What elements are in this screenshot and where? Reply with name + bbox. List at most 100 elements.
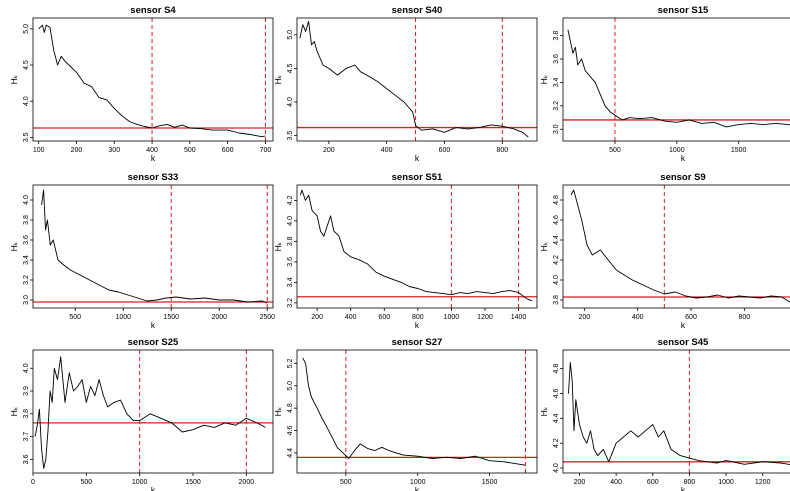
y-tick-label: 4.0 (553, 275, 560, 285)
y-axis-label: Hₖ (539, 74, 549, 84)
x-tick-label: 500 (80, 479, 92, 486)
plot-frame (32, 17, 274, 142)
y-tick-label: 4.0 (23, 363, 30, 373)
y-tick-label: 4.8 (553, 195, 560, 205)
y-tick-label: 4.2 (553, 255, 560, 265)
x-tick-label: 800 (684, 479, 696, 486)
y-tick-label: 3.0 (23, 295, 30, 305)
y-tick-label: 4.6 (553, 389, 560, 399)
y-axis-label: Hₖ (9, 74, 19, 84)
x-axis-label: k (151, 320, 156, 330)
x-axis-label: k (415, 153, 420, 163)
chart-title: sensor S4 (130, 5, 176, 16)
plot-frame (562, 349, 790, 474)
x-tick-label: 600 (378, 314, 390, 321)
y-tick-label: 3.7 (23, 432, 30, 442)
x-tick-label: 500 (340, 479, 352, 486)
series-line (299, 189, 533, 302)
x-tick-label: 500 (184, 147, 196, 154)
series-line (567, 29, 790, 128)
x-axis-label: k (681, 153, 686, 163)
y-tick-label: 5.0 (23, 24, 30, 34)
chart-title: sensor S33 (128, 172, 179, 183)
y-tick-label: 3.6 (23, 454, 30, 464)
chart-panel-9: sensor S452004006008001000120014004.04.2… (539, 337, 790, 491)
x-tick-label: 200 (578, 314, 590, 321)
x-axis-label: k (681, 485, 686, 491)
y-tick-label: 3.4 (553, 77, 560, 87)
plot-frame (296, 349, 538, 474)
x-tick-label: 1500 (482, 479, 498, 486)
x-tick-label: 0 (31, 479, 35, 486)
x-axis-label: k (151, 485, 156, 491)
x-tick-label: 400 (632, 314, 644, 321)
y-tick-label: 4.0 (553, 463, 560, 473)
x-tick-label: 2000 (239, 479, 255, 486)
y-tick-label: 3.2 (553, 101, 560, 111)
plot-frame (32, 184, 274, 309)
series-line (34, 356, 266, 469)
x-tick-label: 400 (381, 147, 393, 154)
y-tick-label: 3.8 (553, 31, 560, 41)
y-axis-label: Hₖ (273, 74, 283, 84)
x-tick-label: 600 (647, 479, 659, 486)
x-tick-label: 200 (311, 314, 323, 321)
y-tick-label: 3.5 (287, 131, 294, 141)
y-tick-label: 3.8 (553, 295, 560, 305)
plot-frame (562, 184, 790, 309)
y-tick-label: 5.2 (287, 358, 294, 368)
y-tick-label: 4.2 (287, 195, 294, 205)
y-tick-label: 3.4 (287, 277, 294, 287)
x-tick-label: 200 (323, 147, 335, 154)
x-tick-label: 600 (439, 147, 451, 154)
chart-title: sensor S40 (392, 5, 443, 16)
x-axis-label: k (415, 485, 420, 491)
y-tick-label: 3.2 (23, 275, 30, 285)
x-tick-label: 2500 (259, 314, 275, 321)
chart-panel-1: sensor S4 100 200 300 400 500 600 700 3.5 4.0 4.5 5… (9, 5, 274, 163)
chart-title: sensor S9 (660, 172, 705, 183)
chart-title: sensor S15 (658, 5, 709, 16)
y-tick-label: 3.8 (287, 236, 294, 246)
y-tick-label: 3.8 (23, 215, 30, 225)
series-line (570, 189, 790, 303)
x-tick-label: 400 (146, 147, 158, 154)
y-tick-label: 3.0 (553, 124, 560, 134)
y-tick-label: 3.6 (553, 54, 560, 64)
y-tick-label: 3.4 (23, 255, 30, 265)
chart-title: sensor S27 (392, 337, 443, 348)
y-tick-label: 3.2 (287, 298, 294, 308)
plot-frame (32, 349, 274, 474)
y-tick-label: 4.8 (553, 364, 560, 374)
y-tick-label: 4.6 (553, 215, 560, 225)
y-axis-label: Hₖ (539, 241, 549, 251)
y-tick-label: 4.0 (23, 195, 30, 205)
y-tick-label: 4.2 (553, 438, 560, 448)
y-tick-label: 4.4 (553, 235, 560, 245)
y-tick-label: 4.0 (287, 216, 294, 226)
x-axis-label: k (151, 153, 156, 163)
x-tick-label: 300 (108, 147, 120, 154)
y-tick-label: 4.4 (553, 413, 560, 423)
x-tick-label: 1200 (755, 479, 771, 486)
y-tick-label: 3.5 (23, 132, 30, 142)
series-line (568, 361, 790, 466)
y-axis-label: Hₖ (9, 406, 19, 416)
y-tick-label: 5.0 (287, 30, 294, 40)
x-tick-label: 1000 (115, 314, 131, 321)
chart-panel-8: sensor S27 500 1000 1500 4.4 4.6 4.8 5.0 5.2 k Hₖ (273, 337, 538, 491)
y-tick-label: 4.0 (287, 97, 294, 107)
y-axis-label: Hₖ (273, 241, 283, 251)
y-tick-label: 4.5 (287, 63, 294, 73)
y-tick-label: 4.4 (287, 448, 294, 458)
x-tick-label: 100 (33, 147, 45, 154)
y-tick-label: 4.5 (23, 60, 30, 70)
chart-panel-5: sensor S51 200 400 600 800 1000 1200 1400 3.2 3.4… (273, 172, 538, 330)
x-tick-label: 1000 (669, 147, 685, 154)
x-tick-label: 1000 (718, 479, 734, 486)
plot-frame (296, 17, 538, 142)
y-tick-label: 4.0 (23, 96, 30, 106)
x-tick-label: 1500 (731, 147, 747, 154)
x-axis-label: k (681, 320, 686, 330)
